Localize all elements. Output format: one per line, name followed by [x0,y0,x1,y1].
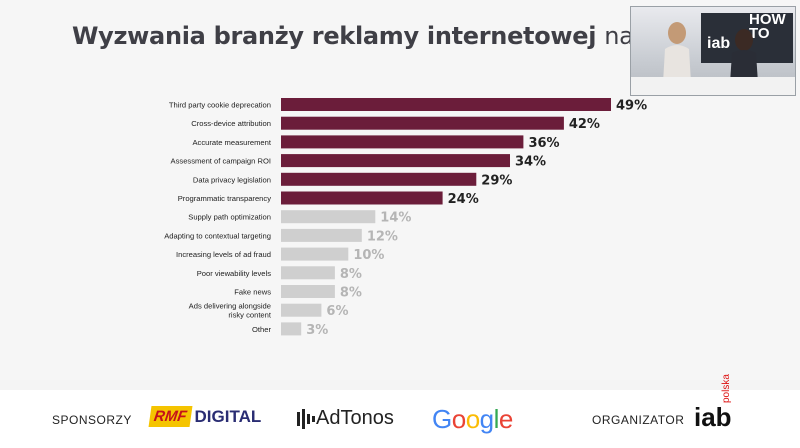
value-label: 3% [306,323,328,338]
adtonos-mark-icon [297,408,315,429]
presenter-2 [730,29,758,83]
value-label: 34% [515,155,546,170]
category-label: Increasing levels of ad fraud [176,250,271,259]
bar [281,135,524,149]
google-text: Google [432,404,513,434]
presenter-1 [663,22,691,83]
value-label: 6% [326,304,348,319]
bar [281,285,335,298]
category-label: Fake news [234,288,271,297]
value-label: 24% [448,192,479,207]
sponsor-footer: SPONSORZY RMF DIGITAL AdTonos Google ORG… [0,374,800,448]
category-label: Adapting to contextual targeting [164,231,271,240]
bar [281,322,302,336]
bar [281,172,477,186]
category-label: Data privacy legislation [193,175,271,184]
value-label: 29% [481,173,512,188]
category-label: Poor viewability levels [197,269,271,278]
bar [281,266,335,280]
iab-text: iab [694,402,732,432]
value-label: 42% [569,117,600,132]
category-label: Supply path optimization [188,213,271,222]
bar [281,98,611,111]
bar [281,116,564,130]
title-bold: Wyzwania branży reklamy internetowej [72,22,597,50]
google-logo: Google [432,404,513,435]
bar-chart: Third party cookie deprecation 49% Cross-d… [164,98,647,338]
adtonos-logo: AdTonos [296,407,394,430]
iab-country-text: polska [721,374,732,403]
rmf-badge: RMF [148,406,192,427]
value-label: 36% [528,136,559,151]
bar [281,191,443,205]
rmf-digital-text: DIGITAL [194,406,262,426]
bar [281,228,362,242]
value-label: 8% [340,267,362,282]
bar [281,247,349,261]
slide-title: Wyzwania branży reklamy internetowej na … [72,22,686,50]
value-label: 14% [380,211,411,226]
rmf-digital-logo: RMF DIGITAL [148,406,262,427]
bar [281,303,322,317]
howto-label: HOW TO [749,11,786,42]
studio-desk [631,77,795,95]
value-label: 10% [353,248,384,263]
category-label: Third party cookie deprecation [169,101,271,110]
adtonos-text: AdTonos [316,407,394,429]
category-label: Ads delivering alongside risky content [189,302,272,320]
slide: Wyzwania branży reklamy internetowej na … [72,6,796,338]
category-label: Assessment of campaign ROI [171,157,271,166]
value-label: 12% [367,229,398,244]
category-label: Cross-device attribution [191,119,271,128]
sponsors-label: SPONSORZY [52,413,132,427]
iab-polska-logo: iab polska [694,374,732,433]
bar [281,210,376,224]
organizer-label: ORGANIZATOR [592,413,685,427]
iab-video-logo: iab [707,35,731,52]
category-label: Other [252,325,271,334]
bar [281,154,510,168]
video-feed: HOW TO iab [630,6,796,96]
category-label: Accurate measurement [192,138,271,147]
value-label: 49% [616,99,647,114]
category-label: Programmatic transparency [178,194,271,203]
value-label: 8% [340,286,362,301]
